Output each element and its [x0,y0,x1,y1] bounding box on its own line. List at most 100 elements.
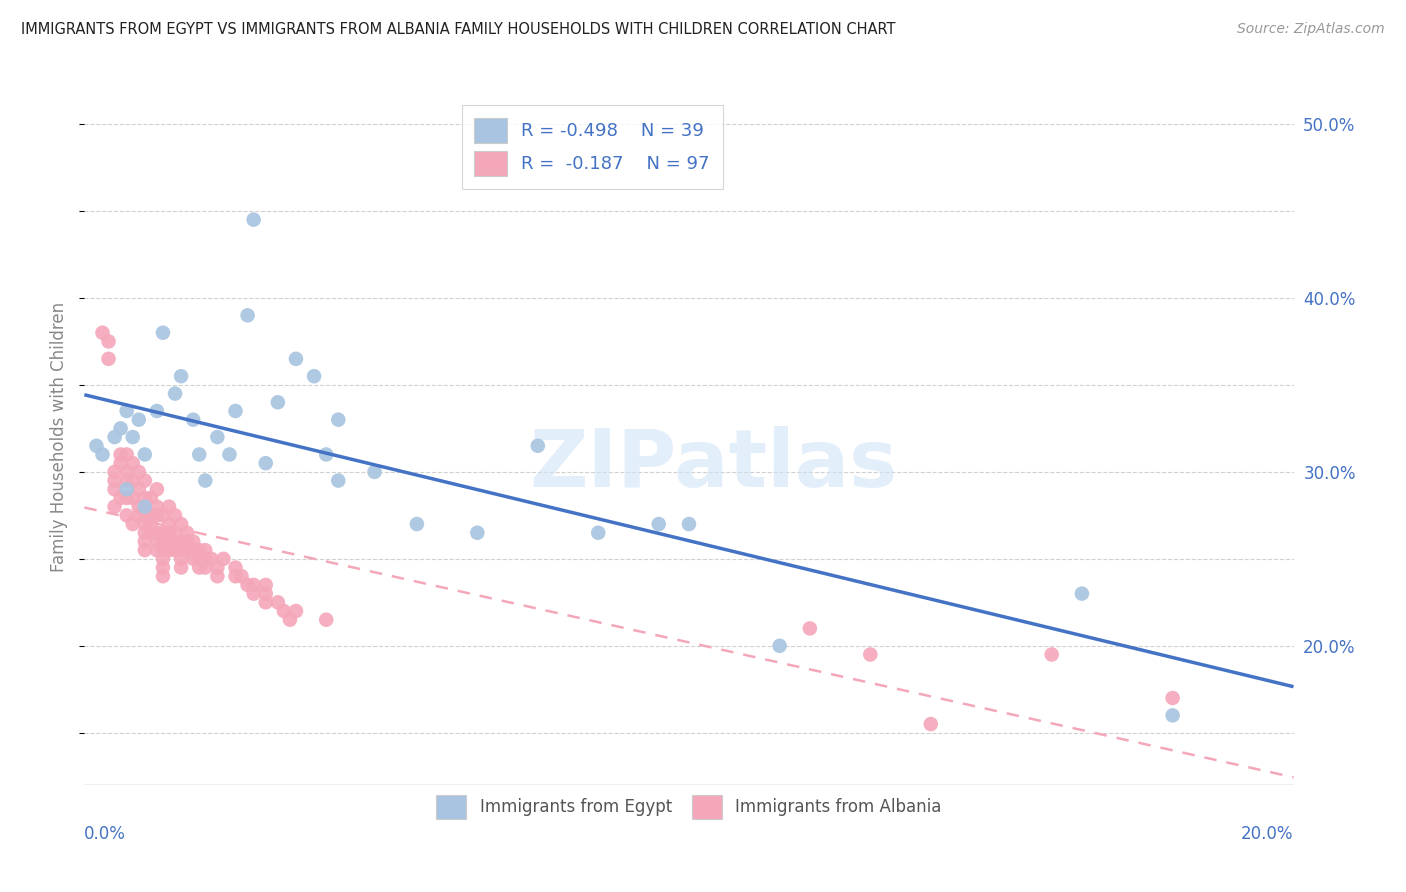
Point [165,386,187,401]
Point [188,551,211,566]
Point [121,491,143,505]
Point [285,351,308,366]
Point [769,639,792,653]
Point [194,560,217,574]
Point [115,508,138,523]
Point [115,448,138,462]
Point [254,456,277,470]
Point [97,334,120,349]
Point [115,491,138,505]
Point [194,474,217,488]
Point [225,560,247,574]
Point [207,560,229,574]
Point [139,491,162,505]
Point [194,551,217,566]
Point [254,578,277,592]
Point [104,430,127,444]
Point [91,326,114,340]
Point [91,448,114,462]
Point [165,508,187,523]
Point [225,569,247,583]
Point [242,578,264,592]
Point [267,395,290,409]
Point [678,516,700,531]
Point [181,551,204,566]
Y-axis label: Family Households with Children: Family Households with Children [51,302,69,572]
Point [121,456,143,470]
Point [110,448,132,462]
Point [146,534,169,549]
Point [207,430,229,444]
Point [165,525,187,540]
Point [527,439,550,453]
Text: 0.0%: 0.0% [84,825,127,843]
Point [146,404,169,418]
Point [799,621,821,635]
Point [134,474,156,488]
Point [170,560,193,574]
Point [467,525,489,540]
Point [146,500,169,514]
Point [170,551,193,566]
Point [181,543,204,558]
Text: Source: ZipAtlas.com: Source: ZipAtlas.com [1237,22,1385,37]
Legend: Immigrants from Egypt, Immigrants from Albania: Immigrants from Egypt, Immigrants from A… [430,789,948,825]
Point [1040,648,1063,662]
Point [115,465,138,479]
Point [920,717,942,731]
Point [207,569,229,583]
Point [267,595,290,609]
Point [218,448,240,462]
Point [181,412,204,426]
Point [146,525,169,540]
Text: ZIPatlas: ZIPatlas [529,425,897,504]
Point [157,543,180,558]
Point [254,587,277,601]
Point [212,551,235,566]
Text: IMMIGRANTS FROM EGYPT VS IMMIGRANTS FROM ALBANIA FAMILY HOUSEHOLDS WITH CHILDREN: IMMIGRANTS FROM EGYPT VS IMMIGRANTS FROM… [21,22,896,37]
Point [152,543,174,558]
Point [302,369,325,384]
Point [134,516,156,531]
Point [315,613,337,627]
Point [139,525,162,540]
Point [231,569,253,583]
Point [157,500,180,514]
Point [110,421,132,435]
Point [648,516,671,531]
Point [115,482,138,496]
Point [242,587,264,601]
Point [225,404,247,418]
Point [121,474,143,488]
Point [152,560,174,574]
Point [170,516,193,531]
Point [134,508,156,523]
Point [152,569,174,583]
Point [165,534,187,549]
Point [188,543,211,558]
Point [128,465,150,479]
Point [134,525,156,540]
Point [165,543,187,558]
Point [242,212,264,227]
Text: 20.0%: 20.0% [1241,825,1294,843]
Point [134,491,156,505]
Point [152,551,174,566]
Point [859,648,882,662]
Point [121,516,143,531]
Point [139,508,162,523]
Point [176,543,198,558]
Point [170,543,193,558]
Point [104,500,127,514]
Point [363,465,385,479]
Point [134,543,156,558]
Point [115,474,138,488]
Point [1071,587,1094,601]
Point [170,369,193,384]
Point [194,543,217,558]
Point [157,516,180,531]
Point [110,456,132,470]
Point [128,508,150,523]
Point [152,525,174,540]
Point [176,534,198,549]
